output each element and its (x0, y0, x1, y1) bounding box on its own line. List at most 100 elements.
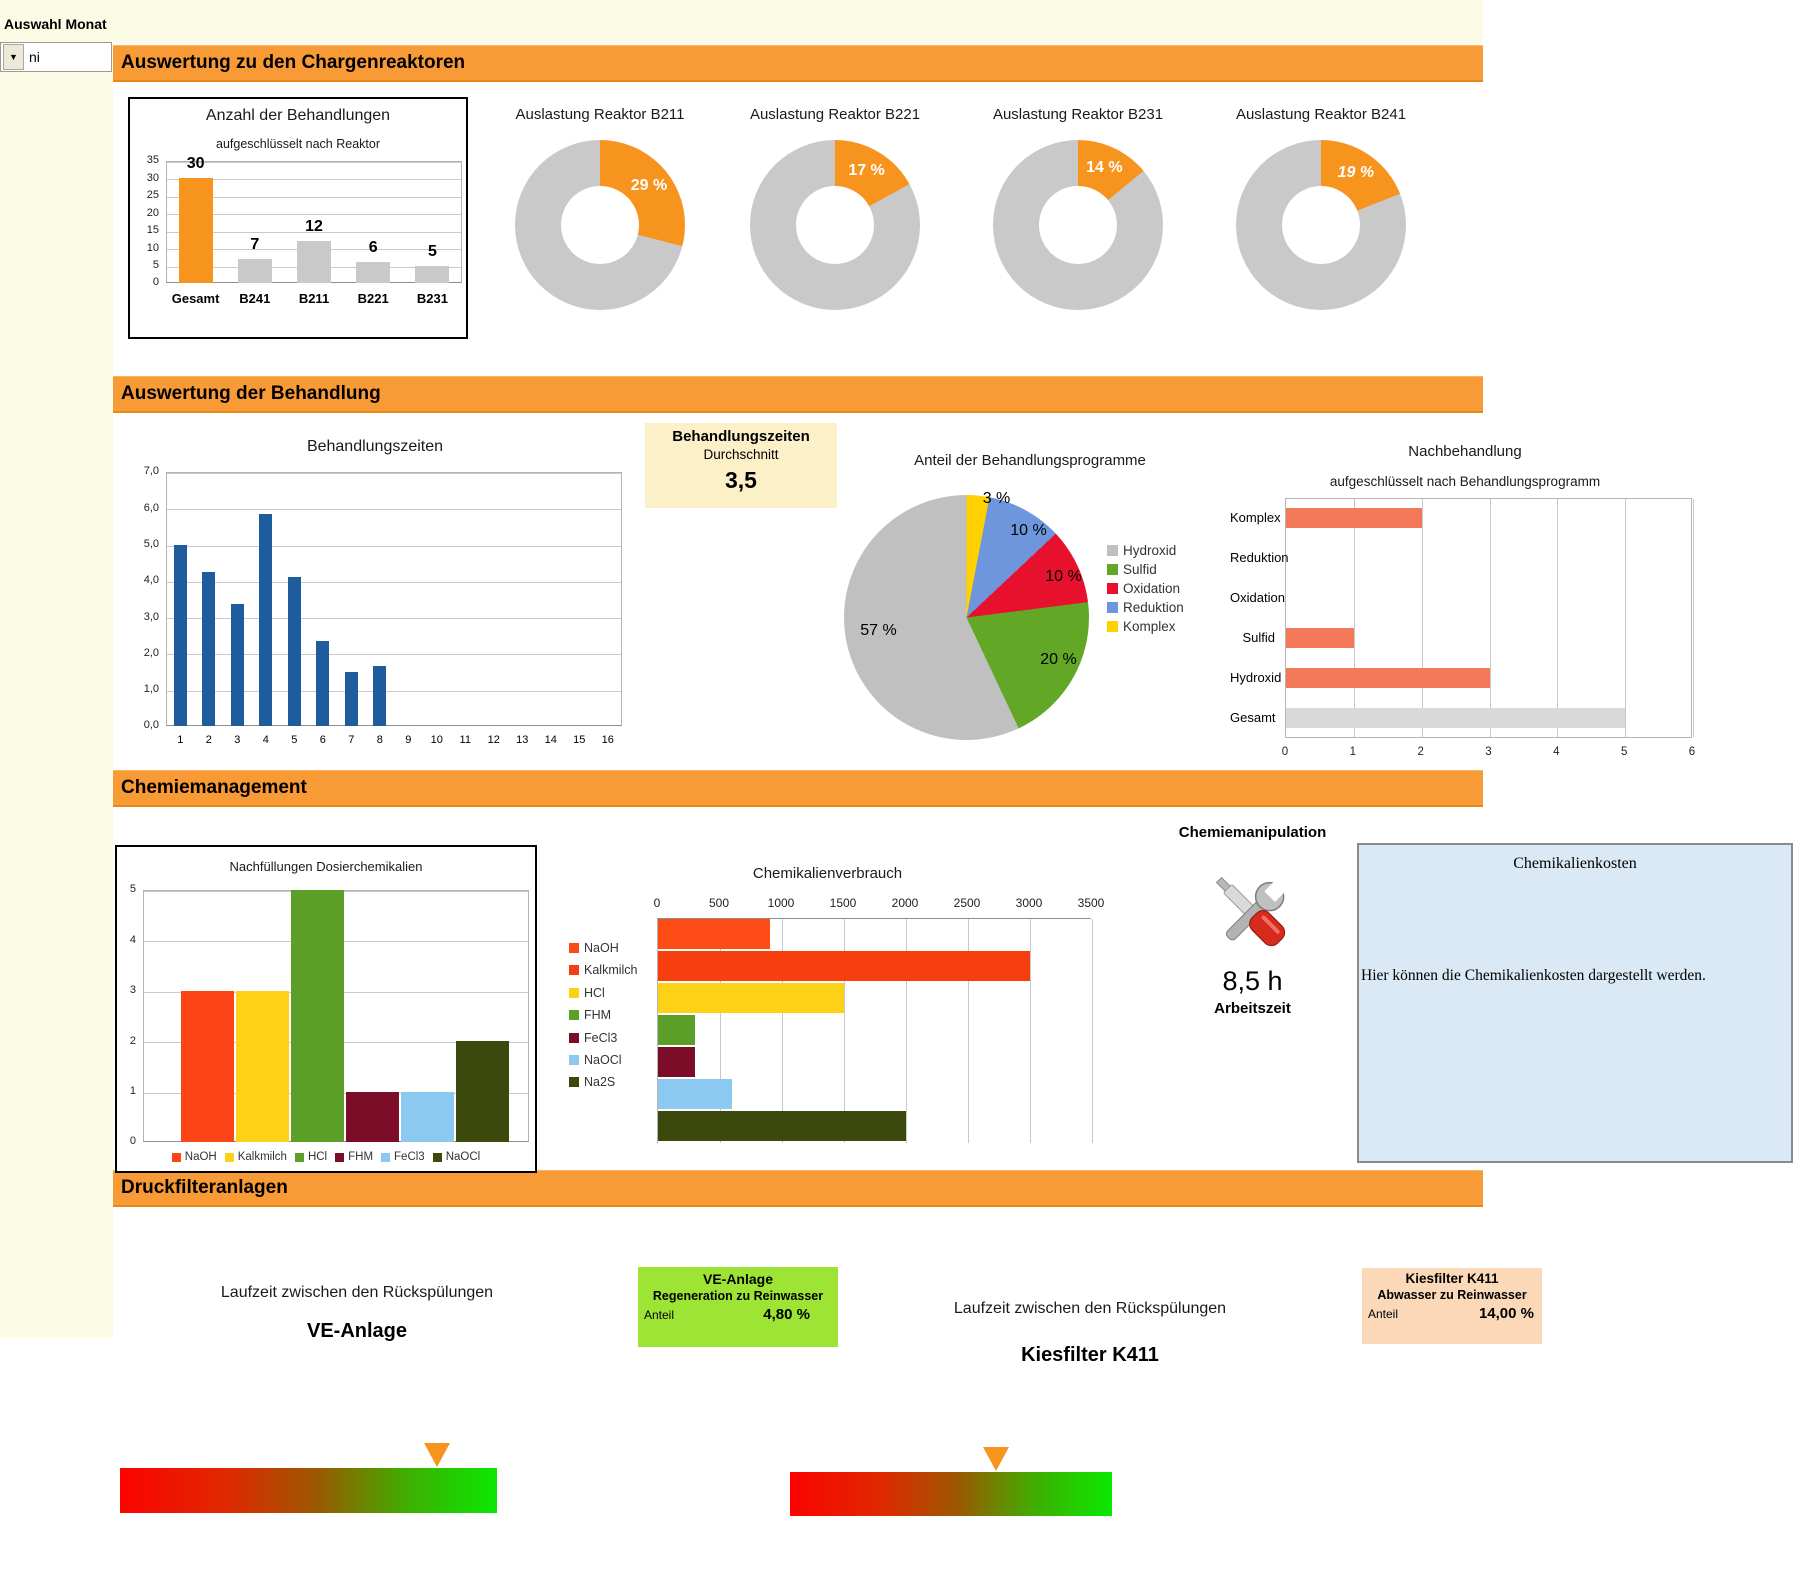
x-axis-label: 3 (1485, 746, 1492, 758)
gridline (167, 690, 621, 692)
month-selector[interactable]: ▼ ni (0, 42, 112, 72)
pie-slice-label: 20 % (1040, 650, 1077, 668)
x-axis-label: 1 (1349, 746, 1357, 758)
ve-box-title: VE-Anlage (702, 1271, 773, 1287)
donut: 14 % (993, 140, 1163, 310)
legend-item: FHM (335, 1151, 373, 1163)
section-header-chemiemanagement: Chemiemanagement (113, 770, 1483, 807)
gridline (782, 919, 783, 1143)
pie-slice-label: 10 % (1010, 521, 1047, 539)
legend-label: Oxidation (1123, 581, 1181, 596)
section-title: Auswertung zu den Chargenreaktoren (121, 52, 466, 73)
x-axis-label: 6 (1688, 746, 1696, 758)
behandlungszeiten-durchschnitt-box: Behandlungszeiten Durchschnitt 3,5 (645, 423, 837, 508)
pie-slice-label: 57 % (860, 621, 897, 639)
legend-label: Sulfid (1123, 562, 1157, 577)
legend-swatch (335, 1152, 345, 1162)
legend-item: NaOH (569, 941, 619, 955)
x-axis-label: 2 (1417, 746, 1424, 758)
category-label: 4 (262, 734, 269, 746)
chemiemanipulation-title: Chemiemanipulation (1178, 824, 1327, 841)
bar-Sulfid (1286, 628, 1354, 648)
gridline (167, 545, 621, 547)
month-dropdown-button[interactable]: ▼ (3, 44, 24, 70)
category-label: Gesamt (171, 291, 220, 306)
legend-item: Na2S (569, 1075, 615, 1089)
y-axis-label: 5,0 (143, 537, 159, 550)
y-axis-label: 2,0 (143, 646, 159, 659)
section-title: Druckfilteranlagen (121, 1177, 288, 1198)
legend-swatch (569, 965, 579, 976)
legend-swatch (171, 1152, 181, 1162)
bar-B221 (356, 262, 391, 283)
category-label: 10 (430, 734, 443, 746)
bar-8 (373, 666, 387, 726)
chart-subtitle: aufgeschlüsselt nach Reaktor (216, 137, 380, 151)
legend-label: HCl (307, 1151, 328, 1163)
chart-title: Auslastung Reaktor B211 (515, 106, 685, 123)
bar-6 (316, 640, 330, 726)
bar-NaOH (181, 990, 234, 1142)
kies-box-anteil-value: 14,00 % (1478, 1305, 1534, 1322)
pie-slice-label: 3 % (982, 489, 1011, 507)
legend-label: FHM (348, 1151, 374, 1163)
legend-label: Komplex (1123, 619, 1176, 634)
bar-B231 (415, 265, 450, 283)
bar-Hydroxid (1286, 668, 1490, 688)
ve-box-anteil-label: Anteil (644, 1308, 675, 1322)
kies-laufzeit-heading: Laufzeit zwischen den Rückspülungen (953, 1300, 1227, 1317)
gridline (1421, 499, 1423, 737)
chart-nachbehandlung: Nachbehandlung aufgeschlüsselt nach Behan… (1230, 438, 1700, 773)
chemikalienkosten-title: Chemikalienkosten (1513, 855, 1637, 872)
page-background-left (0, 0, 113, 1338)
y-axis-label: 10 (146, 241, 159, 254)
donut: 29 % (515, 140, 685, 310)
gridline (167, 581, 621, 583)
ve-anlage-info-box: VE-Anlage Regeneration zu Reinwasser Ant… (638, 1267, 838, 1347)
gridline (1353, 499, 1355, 737)
y-axis-label: 1 (129, 1085, 136, 1097)
donut-hole (1282, 186, 1360, 264)
category-label: 13 (516, 734, 529, 746)
legend-item: Reduktion (1107, 600, 1184, 615)
y-axis-label: 0 (152, 276, 159, 289)
x-axis-label: 4 (1553, 746, 1560, 758)
legend-label: FeCl3 (584, 1030, 618, 1045)
gridline (1557, 499, 1559, 737)
bar-Gesamt (178, 178, 213, 283)
bar-7 (344, 671, 358, 726)
legend-swatch (294, 1152, 304, 1162)
gridline (844, 919, 845, 1143)
avg-box-title: Behandlungszeiten (672, 428, 810, 445)
donut-chart-3: Auslastung Reaktor B231 14 % (961, 106, 1195, 310)
legend-item: Kalkmilch (569, 963, 638, 977)
chevron-down-icon: ▼ (9, 52, 18, 62)
ve-gauge (120, 1443, 497, 1513)
month-selector-value: ni (29, 49, 40, 65)
tools-icon (1215, 876, 1290, 947)
bar-NaOH (658, 919, 770, 949)
gridline (167, 509, 621, 511)
kies-gauge-bar (790, 1472, 1112, 1516)
kies-gauge (790, 1447, 1112, 1516)
gridline (167, 196, 461, 198)
category-label: Oxidation (1230, 589, 1285, 605)
donut-chart-1: Auslastung Reaktor B211 29 % (483, 106, 717, 310)
chart-behandlungszeiten: Behandlungszeiten 0,0 1,0 2,0 3,0 4,0 5,0 6,0 7,… (120, 428, 630, 756)
x-axis-label: 3000 (1015, 896, 1043, 910)
chart-anzahl: Anzahl der Behandlungen aufgeschlüsselt n… (128, 97, 468, 339)
value-label: 5 (427, 242, 437, 260)
donut-label: 14 % (1086, 158, 1123, 176)
legend-item: HCl (569, 986, 605, 1000)
avg-box-value: 3,5 (725, 467, 757, 493)
gridline (1489, 499, 1491, 737)
x-axis-label: 1500 (829, 896, 857, 910)
bar-FHM (346, 1091, 399, 1142)
legend-swatch (569, 943, 579, 953)
bar-NaOCl (456, 1041, 509, 1142)
y-axis-label: 6,0 (143, 501, 159, 514)
y-axis-label: 5 (129, 883, 136, 896)
legend-swatch (1107, 545, 1118, 556)
chart-title: Nachfüllungen Dosierchemikalien (229, 859, 423, 874)
legend-item: FeCl3 (381, 1151, 425, 1163)
